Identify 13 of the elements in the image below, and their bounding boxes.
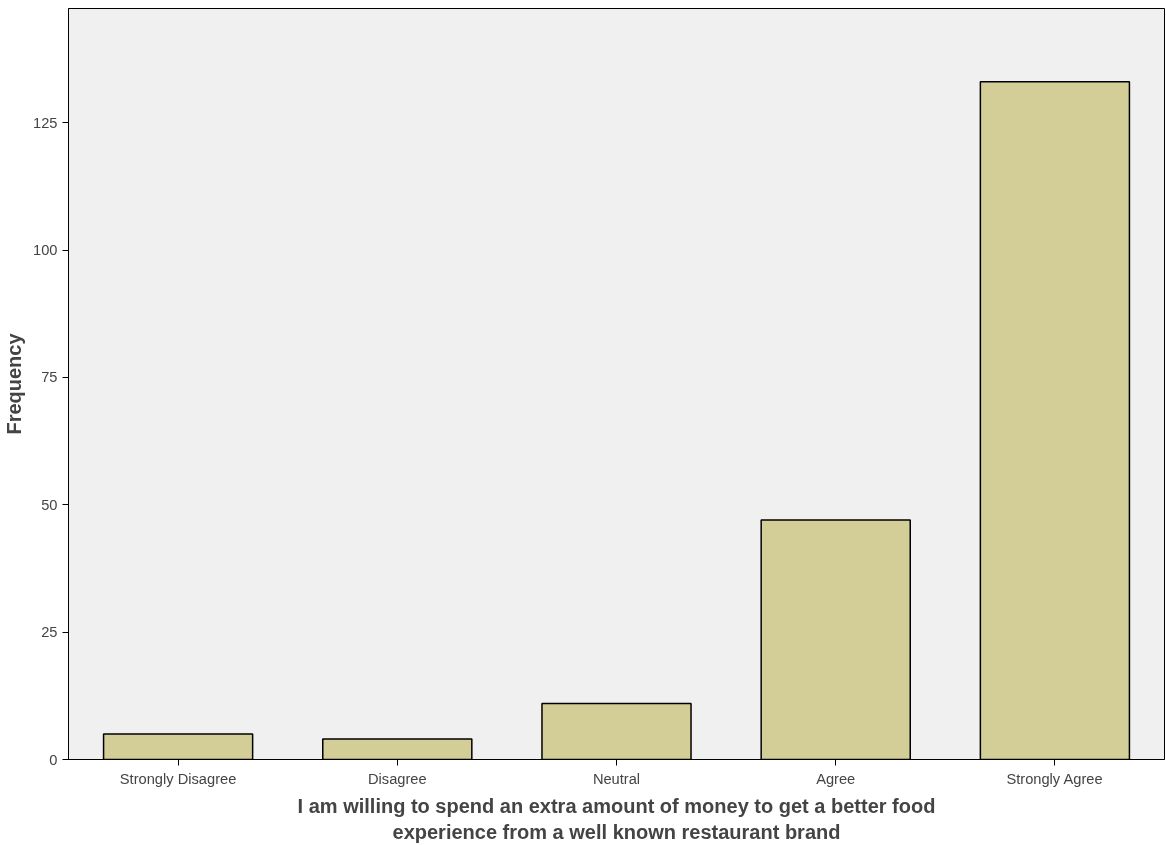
y-tick-label: 50 — [41, 496, 58, 513]
y-axis-title: Frequency — [3, 332, 26, 435]
x-tick-label: Agree — [816, 770, 856, 787]
x-tick-label: Strongly Agree — [1006, 770, 1103, 787]
x-tick-label: Disagree — [367, 770, 427, 787]
y-tick-label: 25 — [41, 624, 58, 641]
y-tick-label: 125 — [33, 114, 58, 131]
x-axis-title: I am willing to spend an extra amount of money to get a better food experience from a well known restaurant brand — [297, 794, 936, 843]
x-tick-label: Neutral — [592, 770, 641, 787]
y-tick-label: 75 — [41, 369, 58, 386]
x-tick-label: Strongly Disagree — [119, 770, 237, 787]
y-tick-label: 100 — [33, 242, 58, 258]
y-tick-label: 0 — [49, 751, 58, 768]
